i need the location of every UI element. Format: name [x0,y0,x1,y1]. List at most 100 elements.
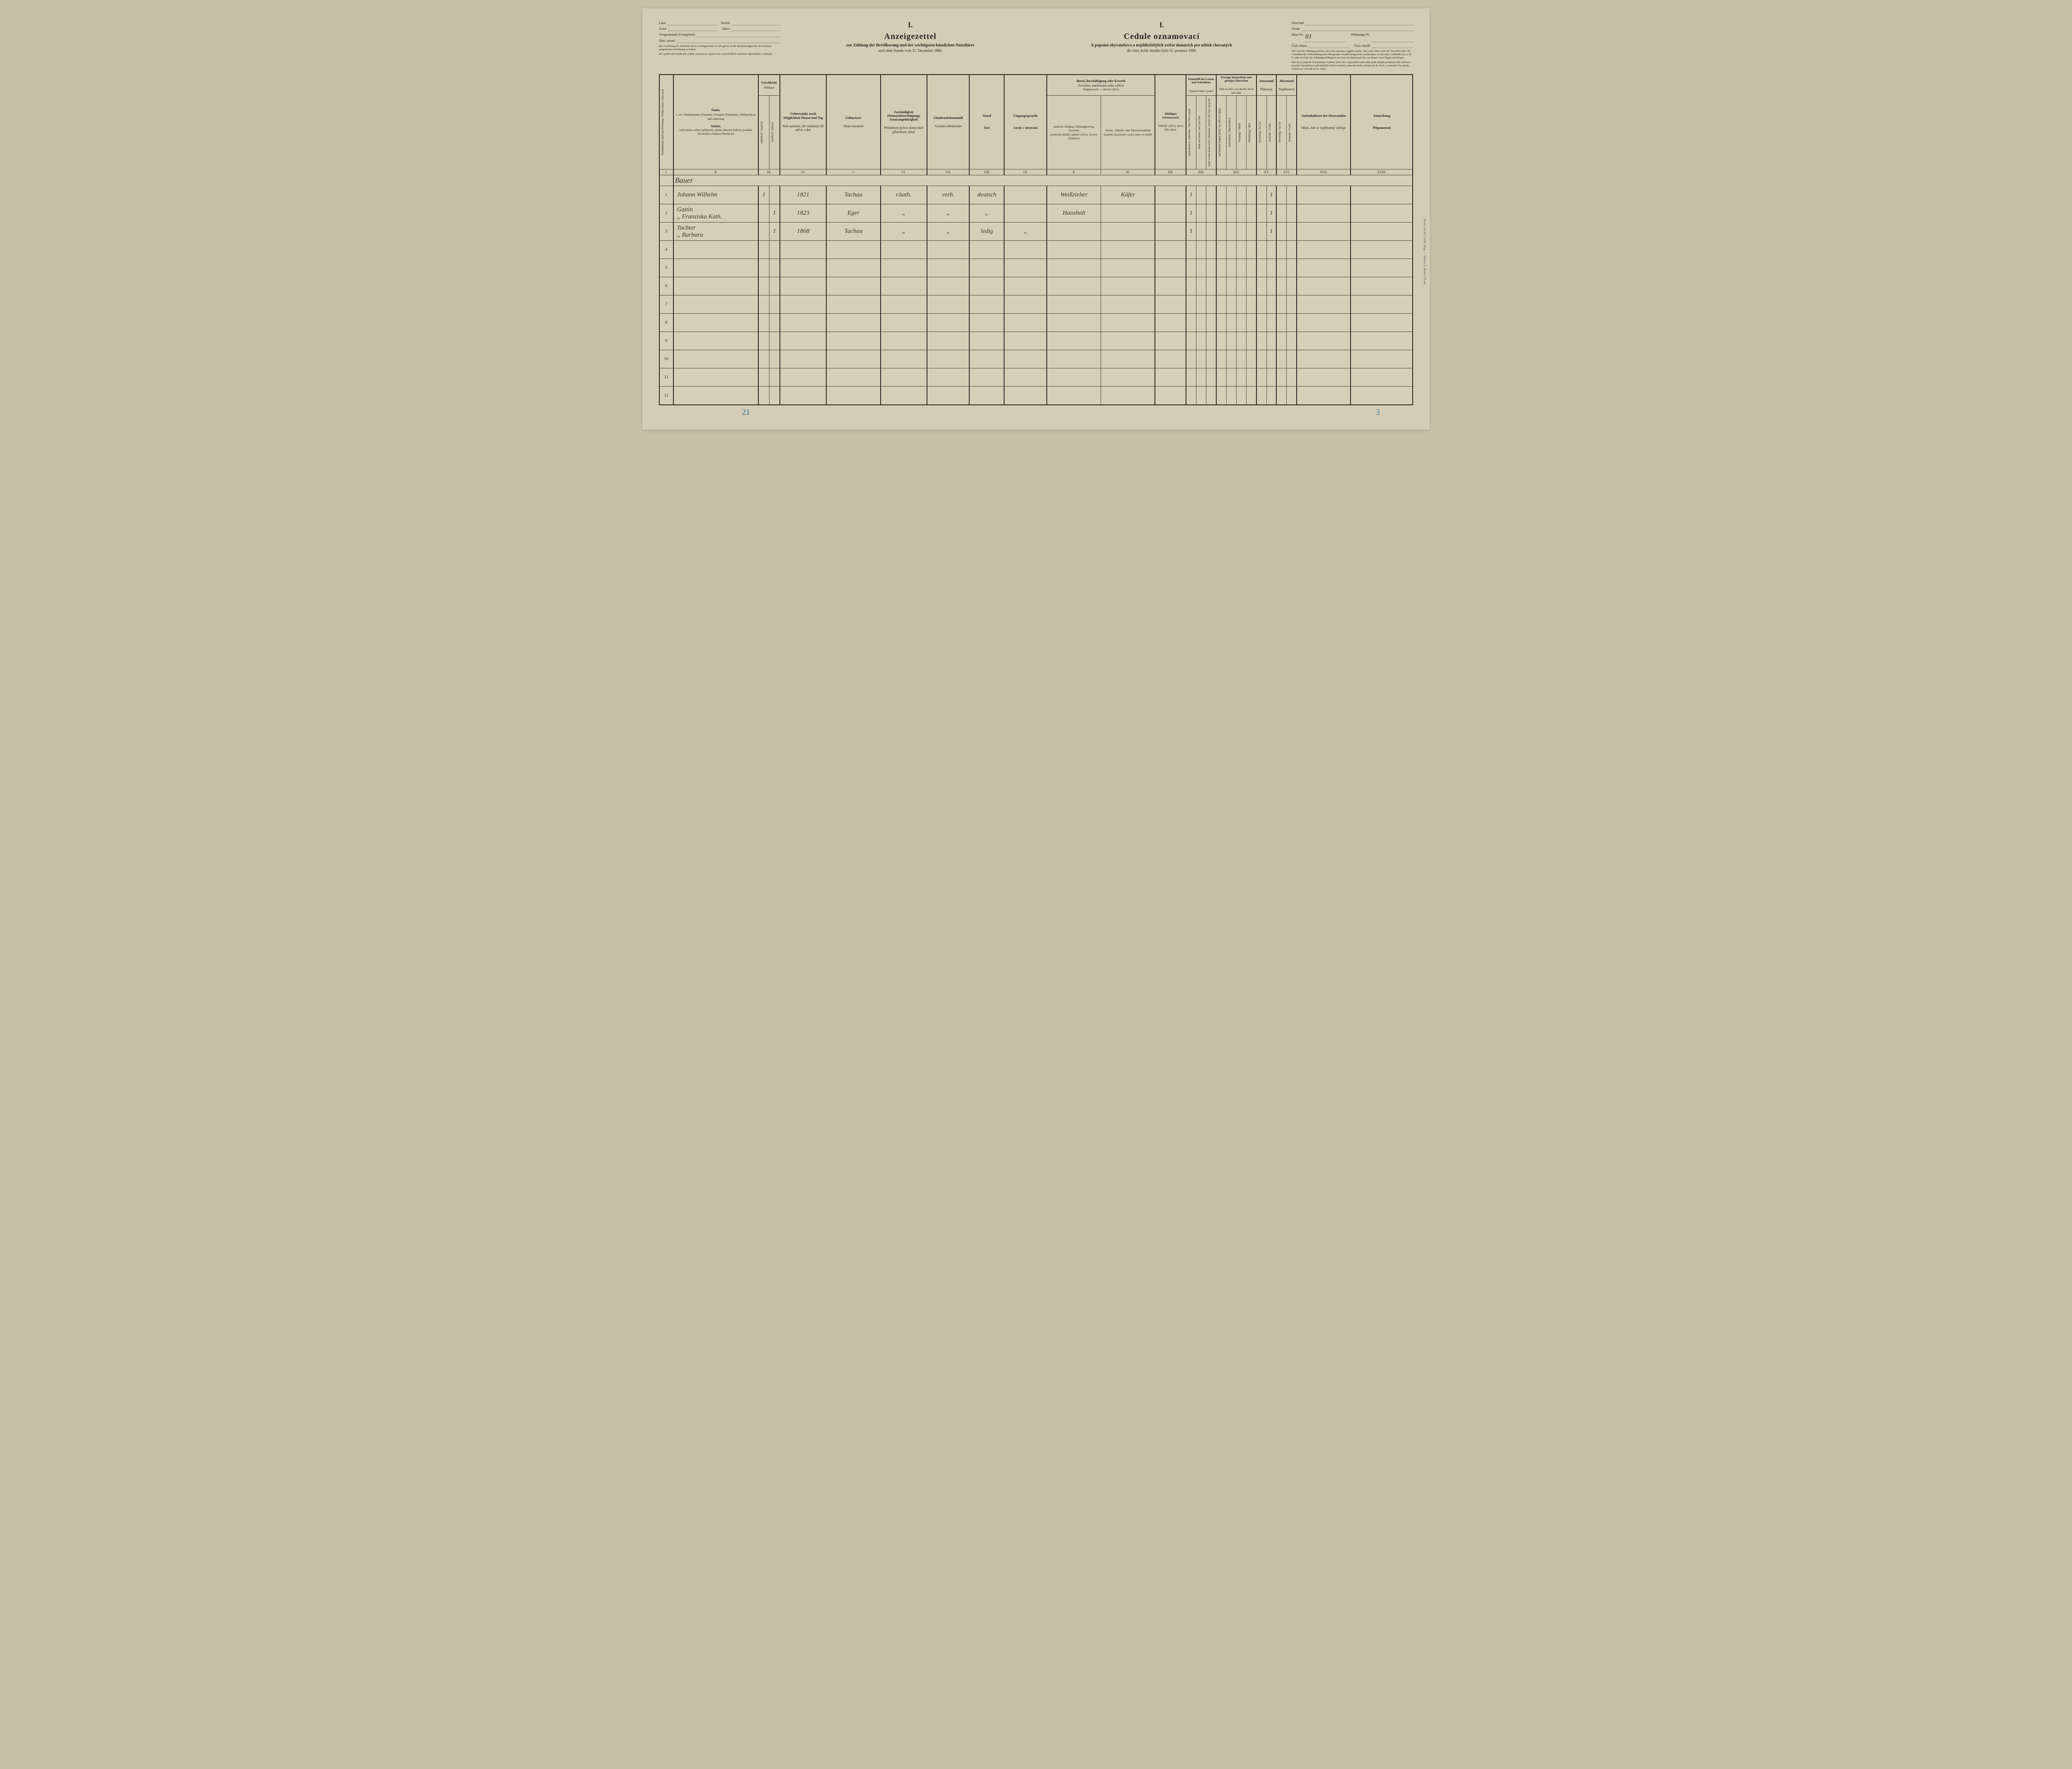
cell-seq: 9 [659,332,673,350]
col-language: Umgangssprache [1006,114,1045,118]
dis-b: taubstumm / hluchoněmý [1228,116,1232,149]
dis-d: blödsinnig / blbý [1248,121,1251,144]
cell-seq: 7 [659,295,673,314]
col-absent: Abwesend [1278,79,1295,83]
col-name-de: Name, [675,108,757,112]
cell-name: Johann Wilhelm [673,186,758,204]
dis-a: auf beiden Augen blind / na obě oči slep… [1218,106,1222,158]
cell-female: 1 [769,223,780,241]
col-disability: Etwaige körperliche und geistige Gebrech… [1218,76,1255,82]
title-date: dle toho, kolik obojího bylo 31. prosinc… [1040,48,1283,53]
cell-stand: ledig [969,223,1004,241]
col-occ-b: Besitz-, Arbeits- oder Dienstverhältniß [1106,129,1150,132]
table-row: 3Tochter „ Barbara11868Tachau„„ledig„11 [659,223,1413,241]
cell-male: 1 [758,186,769,204]
label: Číslo obydlí [1354,44,1370,48]
label: Wohnungs-Nr. [1351,32,1370,42]
table-row: 10 [659,350,1413,368]
footer-marks: 21 3 [659,405,1413,417]
col-male: männlich / mužské [760,120,764,145]
cell-lang: „ [1004,223,1047,241]
table-row: 5 [659,259,1413,277]
cell-present: 1 [1266,186,1276,204]
table-row: 2Gattin „ Franziska Kath.11823Eger„„„Hau… [659,204,1413,223]
abs-a: zeitweilig / na čas [1278,120,1282,144]
header-right: Ortschaft Osada Haus-Nr. 81 Wohnungs-Nr.… [1292,21,1413,71]
label: Land [659,21,666,25]
cell-zust: „ [881,204,927,223]
title-czech: I. Cedule oznamovací k popsání obyvatels… [1040,21,1283,71]
instruction-de: Bei Ausfüllung der Rubriken dieses Anzei… [659,45,780,51]
cell-rw: 1 [1186,204,1196,223]
table-row: 7 [659,295,1413,314]
title-date: nach dem Stande vom 31. December 1880. [789,48,1032,53]
cell-seq: 11 [659,368,673,387]
cell-occ2 [1101,204,1155,223]
dis-c: irrsinnig / šílený [1238,121,1242,144]
cell-name: Tochter „ Barbara [673,223,758,241]
roman: I. [1040,21,1283,29]
cell-male [758,204,769,223]
warning-de: Wer sich der Zählung entzieht, oder eine… [1292,50,1413,59]
cell-rel: verh. [927,186,970,204]
cell-place: Tachau [826,223,881,241]
col-birth: Geburtsjahr, nach Möglichkeit Monat und … [782,112,825,119]
col-birthplace: Geburtsort [828,116,879,120]
cell-zust: r.kath. [881,186,927,204]
cell-name: Gattin „ Franziska Kath. [673,204,758,223]
cell-year: 1868 [780,223,826,241]
cell-occ1: Haushalt [1047,204,1101,223]
cell-seq: 2 [659,204,673,223]
instruction-cz: Při vyplňování rubrik této cedule oznamo… [659,53,780,56]
title-main: Cedule oznamovací [1040,32,1283,41]
cell-year: 1823 [780,204,826,223]
cell-year: 1821 [780,186,826,204]
cell-lang [1004,204,1047,223]
cell-female [769,186,780,204]
pres-a: zeitweilig / na čas [1258,120,1262,144]
col-name-cz: Jméno, [675,124,757,128]
header-left: Land Bezirk Země Okres Ortsgemeinde (Gut… [659,21,780,71]
label: Země [659,27,666,31]
printer-mark: Druck von Dr. Cands. Prag. — Tiskem A. H… [1423,219,1426,285]
cell-seq: 1 [659,186,673,204]
table-row: 1Johann Wilhelm11821Tachaur.kath.verh.de… [659,186,1413,204]
cell-seq: 10 [659,350,673,368]
col-female: weiblich / ženské [771,121,775,144]
col-name-de-sub: u. zw. Familienname (Zuname), Vorname (T… [676,113,755,120]
cell-place: Eger [826,204,881,223]
col-occupation: Beruf, Beschäftigung oder Erwerb [1048,79,1153,83]
header: Land Bezirk Země Okres Ortsgemeinde (Gut… [659,21,1413,71]
cell-present: 1 [1266,204,1276,223]
table-body: Bauer1Johann Wilhelm11821Tachaur.kath.ve… [659,175,1413,405]
cell-neben [1155,186,1186,204]
label: Obec místní [659,39,675,43]
cell-occ2: Küfer [1101,186,1155,204]
table-row: 12 [659,387,1413,405]
census-table: Fortlaufende Zahl der Personen / Pořád j… [659,74,1413,405]
cell-rel: „ [927,223,970,241]
col-religion: Glaubensbekenntniß [929,116,968,120]
cell-neben [1155,204,1186,223]
col-whereabouts: Aufenthaltsort des Abwesenden [1298,114,1349,118]
cell-seq: 8 [659,314,673,332]
table-row: 8 [659,314,1413,332]
table-row: 4 [659,241,1413,259]
cell-neben [1155,223,1186,241]
col-status: Stand [971,114,1002,118]
title-sub: k popsání obyvatelstva a nejdůležitějšíc… [1040,43,1283,48]
cell-seq: 12 [659,387,673,405]
cell-seq: 6 [659,277,673,295]
cell-occ2 [1101,223,1155,241]
roman: I. [789,21,1032,29]
cell-occ1: Weißzieher [1047,186,1101,204]
label: Číslo domu [1292,44,1307,48]
cell-stand: deutsch [969,186,1004,204]
col-citizenship: Zuständigkeit (Heimatsberechtigung), Sta… [882,110,925,122]
cell-zust: „ [881,223,927,241]
table-row: 11 [659,368,1413,387]
surname-row: Bauer [659,175,1413,186]
cell-male [758,223,769,241]
cell-place: Tachau [826,186,881,204]
pres-b: dauernd / trvale [1268,122,1272,143]
